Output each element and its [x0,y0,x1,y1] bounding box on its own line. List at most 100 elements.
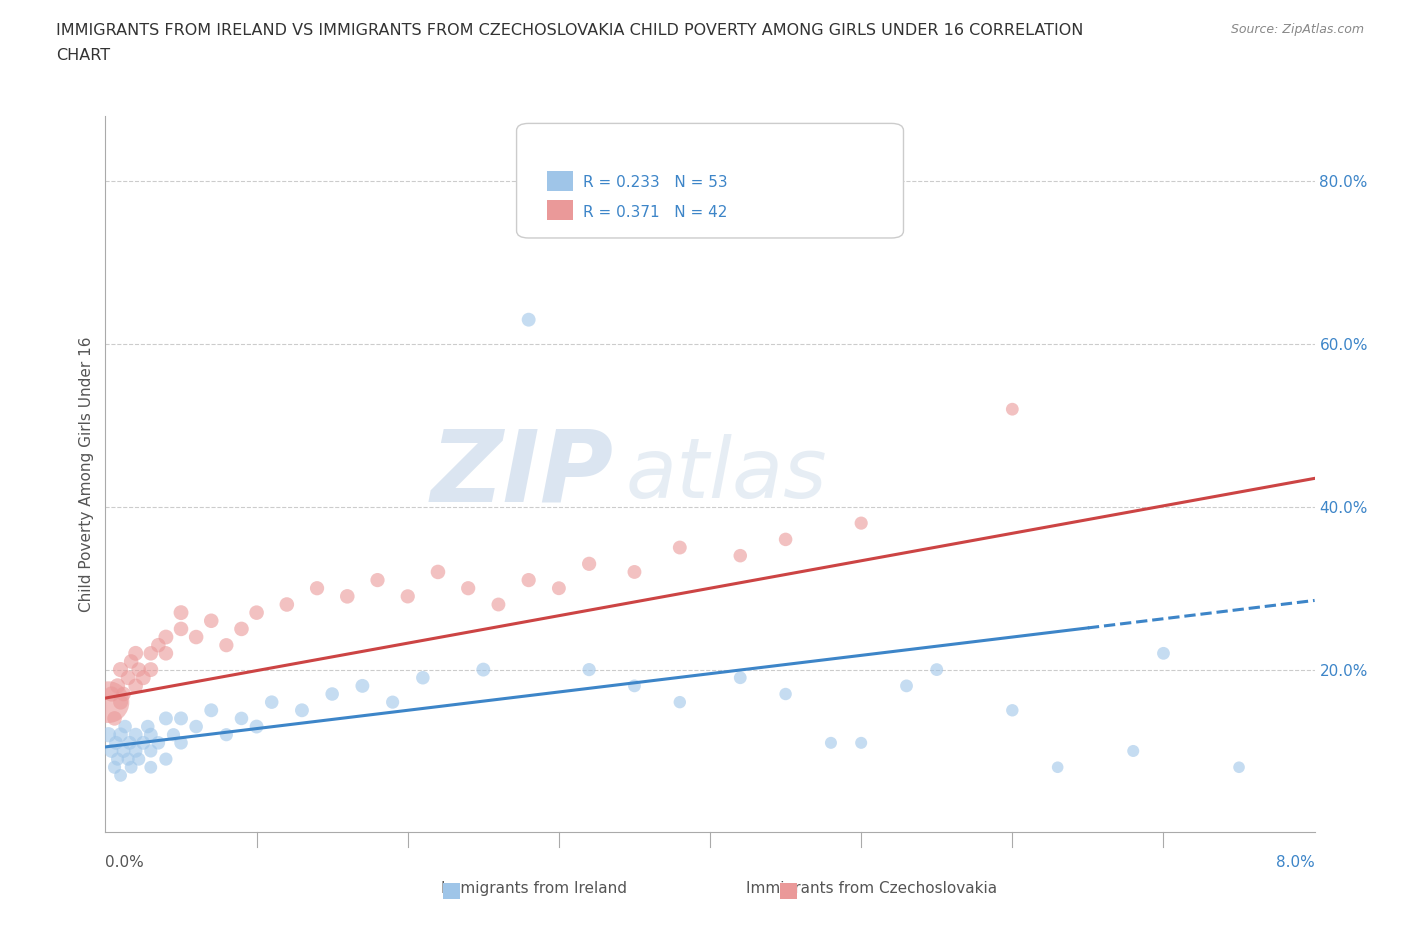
Point [548,580,571,596]
Point [352,679,374,694]
Text: atlas: atlas [626,433,827,515]
Point [200,703,222,718]
Point [170,736,193,751]
Point [139,662,162,677]
Point [97,695,120,710]
FancyBboxPatch shape [516,124,904,238]
Point [578,556,600,571]
Point [669,695,692,710]
Point [139,760,162,775]
Point [896,679,918,694]
Text: R = 0.233   N = 53: R = 0.233 N = 53 [583,176,728,191]
Point [427,565,450,579]
Point [100,686,122,701]
Point [186,719,208,734]
Y-axis label: Child Poverty Among Girls Under 16: Child Poverty Among Girls Under 16 [79,337,94,612]
Point [97,727,120,742]
Point [775,686,797,701]
Point [148,638,170,653]
Point [246,605,269,620]
Point [170,711,193,725]
Point [128,662,150,677]
Point [321,686,343,701]
Text: 8.0%: 8.0% [1275,855,1315,870]
Point [775,532,797,547]
Point [231,711,253,725]
Point [623,679,645,694]
Point [396,589,419,604]
Point [669,540,692,555]
Point [110,727,132,742]
Point [366,573,388,588]
Point [107,751,129,766]
Point [162,727,184,742]
Point [291,703,314,718]
Point [107,679,129,694]
Point [1153,645,1175,660]
Point [124,679,148,694]
Point [117,671,139,685]
Point [457,580,479,596]
Point [155,645,177,660]
Point [851,736,873,751]
Point [820,736,842,751]
Point [124,744,148,759]
Point [276,597,298,612]
Point [1001,703,1024,718]
Point [1122,744,1144,759]
Text: 0.0%: 0.0% [105,855,145,870]
Point [155,751,177,766]
Point [110,768,132,783]
Point [336,589,359,604]
Point [472,662,495,677]
Point [155,630,177,644]
Point [103,711,125,725]
Point [124,645,148,660]
Point [623,565,645,579]
Point [132,671,155,685]
Point [148,736,170,751]
Point [139,744,162,759]
FancyBboxPatch shape [547,200,574,220]
FancyBboxPatch shape [547,171,574,192]
Point [103,760,125,775]
Point [517,312,540,327]
Point [139,727,162,742]
Text: R = 0.371   N = 42: R = 0.371 N = 42 [583,205,727,219]
Point [170,605,193,620]
Point [120,654,142,669]
Point [136,719,159,734]
Point [112,744,135,759]
Point [186,630,208,644]
Point [412,671,434,685]
Point [100,744,122,759]
Point [381,695,404,710]
Point [851,515,873,530]
Point [260,695,283,710]
Point [118,736,141,751]
Point [1001,402,1024,417]
Text: Immigrants from Czechoslovakia: Immigrants from Czechoslovakia [747,881,997,896]
Point [155,711,177,725]
Point [231,621,253,636]
Point [124,727,148,742]
Point [139,645,162,660]
Point [200,614,222,629]
Point [105,736,128,751]
Point [170,621,193,636]
Point [488,597,510,612]
Text: Source: ZipAtlas.com: Source: ZipAtlas.com [1230,23,1364,36]
Point [730,548,752,563]
Text: ZIP: ZIP [430,426,613,523]
Point [114,719,136,734]
Point [117,751,139,766]
Point [246,719,269,734]
Point [128,751,150,766]
Text: IMMIGRANTS FROM IRELAND VS IMMIGRANTS FROM CZECHOSLOVAKIA CHILD POVERTY AMONG GI: IMMIGRANTS FROM IRELAND VS IMMIGRANTS FR… [56,23,1084,38]
Point [215,727,238,742]
Text: Immigrants from Ireland: Immigrants from Ireland [441,881,627,896]
Point [110,695,132,710]
Point [112,686,135,701]
Point [517,573,540,588]
Text: CHART: CHART [56,48,110,63]
